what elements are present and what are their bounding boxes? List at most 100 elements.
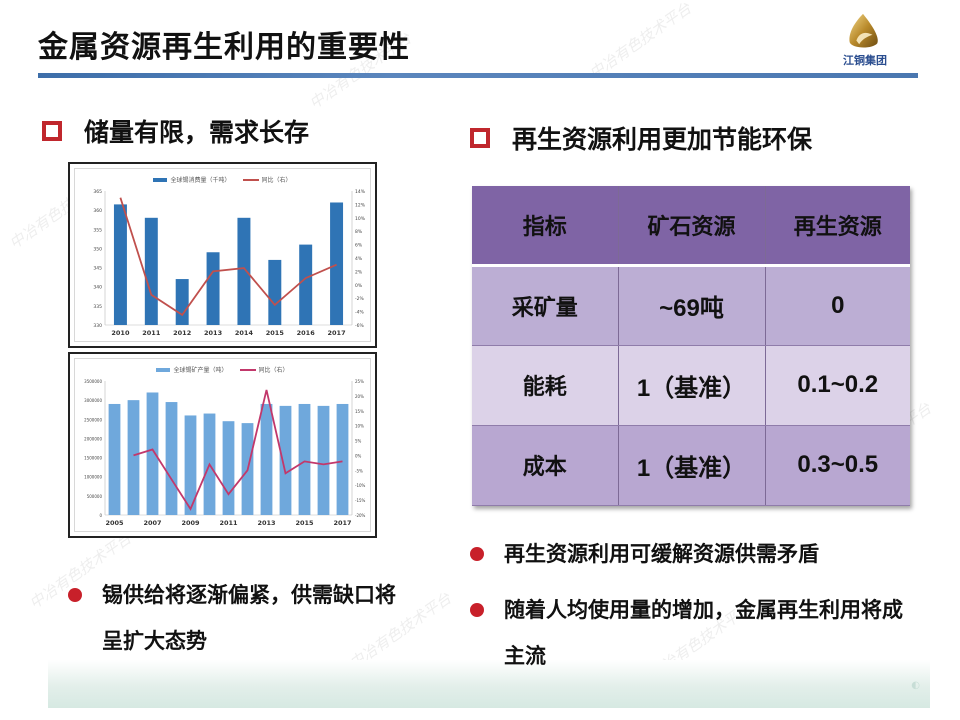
svg-text:2011: 2011 bbox=[142, 329, 161, 337]
table-header-row: 指标 矿石资源 再生资源 bbox=[472, 186, 910, 267]
svg-text:-5%: -5% bbox=[355, 468, 363, 473]
svg-text:-6%: -6% bbox=[355, 323, 364, 329]
table-row: 能耗 1（基准） 0.1~0.2 bbox=[472, 345, 910, 426]
table-cell: 1（基准） bbox=[618, 425, 766, 506]
svg-text:-10%: -10% bbox=[355, 483, 366, 488]
bullet-item: 锡供给将逐渐偏紧，供需缺口将呈扩大态势 bbox=[68, 572, 408, 664]
svg-text:350: 350 bbox=[93, 246, 102, 252]
chart-legend: 全球锡矿产量（吨） 同比（右） bbox=[75, 365, 370, 374]
table-cell: 0.1~0.2 bbox=[765, 345, 910, 426]
svg-text:2016: 2016 bbox=[297, 329, 316, 337]
legend-label: 全球锡矿产量（吨） bbox=[173, 367, 228, 374]
bullet-item: 随着人均使用量的增加，金属再生利用将成主流 bbox=[470, 587, 920, 679]
svg-text:12%: 12% bbox=[355, 202, 366, 208]
svg-text:4%: 4% bbox=[355, 256, 363, 262]
bullet-dot-icon bbox=[470, 547, 484, 561]
table-cell: ~69吨 bbox=[618, 265, 766, 346]
svg-text:8%: 8% bbox=[355, 229, 363, 235]
svg-text:1000000: 1000000 bbox=[84, 475, 102, 480]
svg-text:10%: 10% bbox=[355, 216, 366, 222]
chart-plot: 330 335 340 345 350 355 360 365 -6% -4% -2% 0% 2% 4% 6… bbox=[93, 189, 366, 337]
table-cell: 能耗 bbox=[472, 345, 619, 426]
svg-text:1500000: 1500000 bbox=[84, 456, 102, 461]
chart-legend: 全球锡消费量（千吨） 同比（右） bbox=[75, 175, 370, 184]
legend-bar-swatch bbox=[153, 177, 168, 182]
svg-text:2005: 2005 bbox=[105, 519, 124, 527]
logo-text: 江铜集团 bbox=[843, 54, 887, 67]
svg-text:-4%: -4% bbox=[355, 310, 364, 316]
svg-text:2015: 2015 bbox=[295, 519, 314, 527]
header-cell: 矿石资源 bbox=[618, 186, 766, 267]
legend-line-swatch bbox=[239, 368, 256, 371]
left-bullet-list: 锡供给将逐渐偏紧，供需缺口将呈扩大态势 bbox=[68, 572, 408, 664]
square-bullet-icon bbox=[42, 121, 62, 141]
footer-logo-icon: ◐ bbox=[911, 680, 920, 691]
svg-text:2017: 2017 bbox=[333, 519, 351, 527]
svg-text:335: 335 bbox=[93, 304, 102, 310]
svg-text:3500000: 3500000 bbox=[84, 379, 102, 384]
tin-consumption-chart: 全球锡消费量（千吨） 同比（右） 330 335 340 345 350 355 360 36… bbox=[68, 162, 377, 348]
svg-text:15%: 15% bbox=[355, 409, 364, 414]
square-bullet-icon bbox=[470, 128, 490, 148]
svg-text:2013: 2013 bbox=[257, 519, 275, 527]
svg-text:340: 340 bbox=[93, 285, 102, 291]
bullet-item: 再生资源利用可缓解资源供需矛盾 bbox=[470, 531, 920, 577]
left-section-heading: 储量有限，需求长存 bbox=[42, 113, 309, 149]
legend-label: 全球锡消费量（千吨） bbox=[170, 177, 231, 184]
right-section-heading: 再生资源利用更加节能环保 bbox=[470, 120, 812, 156]
svg-text:2013: 2013 bbox=[204, 329, 222, 337]
svg-text:2015: 2015 bbox=[266, 329, 285, 337]
page-title: 金属资源再生利用的重要性 bbox=[38, 30, 410, 65]
title-divider bbox=[38, 73, 918, 78]
svg-text:-20%: -20% bbox=[355, 513, 366, 518]
svg-text:-2%: -2% bbox=[355, 296, 364, 302]
svg-text:345: 345 bbox=[93, 266, 102, 272]
svg-text:3000000: 3000000 bbox=[84, 398, 102, 403]
svg-text:14%: 14% bbox=[355, 189, 366, 195]
svg-text:5%: 5% bbox=[355, 439, 362, 444]
svg-text:2010: 2010 bbox=[111, 329, 130, 337]
comparison-table: 指标 矿石资源 再生资源 采矿量 ~69吨 0 能耗 1（基准） 0.1~0.2… bbox=[472, 186, 910, 506]
header-cell: 再生资源 bbox=[765, 186, 910, 267]
svg-text:355: 355 bbox=[93, 227, 102, 233]
svg-text:-15%: -15% bbox=[355, 498, 366, 503]
svg-text:2011: 2011 bbox=[219, 519, 238, 527]
svg-text:360: 360 bbox=[93, 208, 102, 214]
legend-line-swatch bbox=[242, 178, 259, 181]
svg-text:2012: 2012 bbox=[173, 329, 191, 337]
svg-text:2009: 2009 bbox=[181, 519, 200, 527]
table-cell: 1（基准） bbox=[618, 345, 766, 426]
company-logo: 江铜集团 bbox=[838, 12, 888, 70]
svg-text:10%: 10% bbox=[355, 424, 364, 429]
svg-text:330: 330 bbox=[93, 323, 102, 329]
table-cell: 0.3~0.5 bbox=[765, 425, 910, 506]
bullet-text: 再生资源利用可缓解资源供需矛盾 bbox=[504, 542, 819, 566]
svg-text:2014: 2014 bbox=[235, 329, 254, 337]
chart-plot: 0 500000 1000000 1500000 2000000 2500000 30000… bbox=[84, 379, 366, 527]
svg-text:2000000: 2000000 bbox=[84, 436, 102, 441]
jiangxi-copper-logo-icon bbox=[849, 13, 878, 48]
bullet-text: 随着人均使用量的增加，金属再生利用将成主流 bbox=[504, 598, 903, 668]
svg-text:6%: 6% bbox=[355, 243, 363, 249]
svg-text:25%: 25% bbox=[355, 379, 364, 384]
svg-text:2500000: 2500000 bbox=[84, 417, 102, 422]
svg-text:0: 0 bbox=[99, 513, 102, 518]
bullet-dot-icon bbox=[470, 603, 484, 617]
table-cell: 0 bbox=[765, 265, 910, 346]
legend-label: 同比（右） bbox=[261, 177, 292, 184]
right-heading-text: 再生资源利用更加节能环保 bbox=[512, 125, 813, 154]
svg-text:500000: 500000 bbox=[87, 494, 103, 499]
svg-text:365: 365 bbox=[93, 189, 102, 195]
svg-text:2017: 2017 bbox=[328, 329, 346, 337]
legend-bar-swatch bbox=[156, 367, 171, 372]
table-row: 成本 1（基准） 0.3~0.5 bbox=[472, 425, 910, 506]
bullet-dot-icon bbox=[68, 588, 82, 602]
svg-text:0%: 0% bbox=[355, 453, 362, 458]
footer-band: ◐ bbox=[48, 660, 930, 708]
table-row: 采矿量 ~69吨 0 bbox=[472, 265, 910, 346]
table-cell: 成本 bbox=[472, 425, 619, 506]
bullet-text: 锡供给将逐渐偏紧，供需缺口将呈扩大态势 bbox=[102, 583, 396, 653]
table-cell: 采矿量 bbox=[472, 265, 619, 346]
svg-text:2%: 2% bbox=[355, 269, 363, 275]
header-cell: 指标 bbox=[472, 186, 619, 267]
